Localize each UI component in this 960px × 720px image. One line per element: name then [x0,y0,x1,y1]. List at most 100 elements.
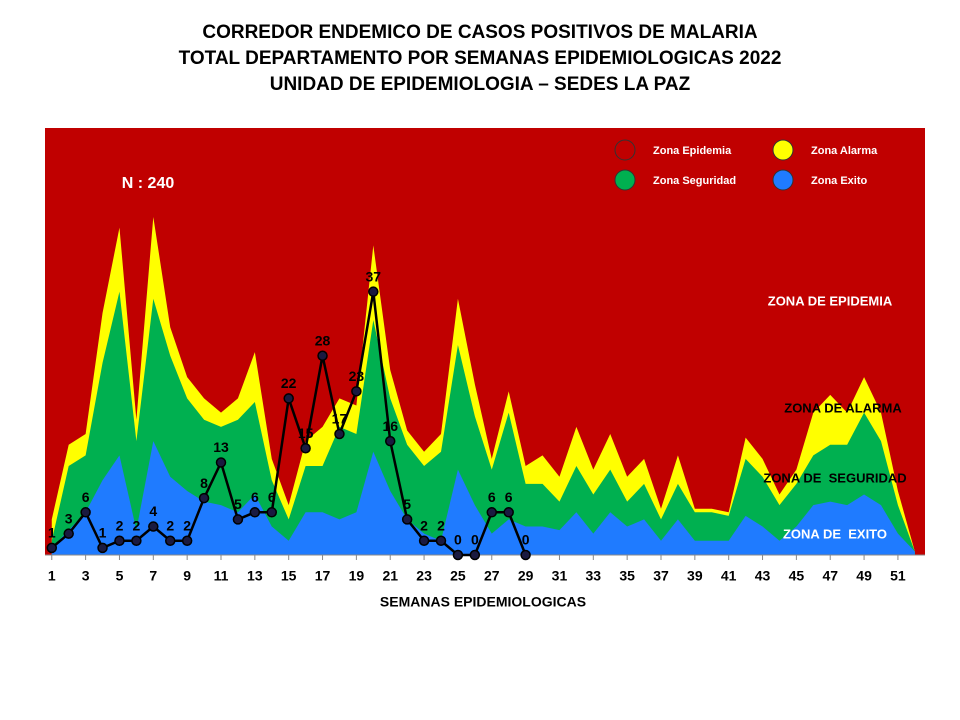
legend-label: Zona Seguridad [653,175,736,187]
case-point [351,386,362,397]
zone-label: ZONA DE ALARMA [784,400,902,415]
case-point [266,507,278,518]
legend-marker [614,139,636,161]
legend-marker [614,169,636,191]
data-label: 0 [454,532,462,548]
data-label: 37 [366,268,382,284]
data-label: 1 [99,525,107,541]
case-point [486,507,498,518]
case-point [469,549,481,561]
data-label: 2 [166,517,174,533]
x-tick-label: 5 [116,568,124,584]
x-tick-label: 13 [247,568,263,584]
chart-title: TOTAL DEPARTAMENTO POR SEMANAS EPIDEMIOL… [179,48,782,69]
zone-label: ZONA DE EPIDEMIA [768,293,893,308]
x-tick-label: 23 [416,568,432,584]
x-tick-label: 1 [48,568,56,584]
data-label: 1 [48,525,56,541]
annotation: N : 240 [122,175,175,192]
legend-label: Zona Epidemia [653,145,732,157]
case-point [97,542,108,554]
x-tick-label: 27 [484,568,500,584]
data-label: 0 [522,532,530,548]
x-tick-label: 3 [82,568,90,584]
case-point [401,514,413,525]
data-label: 4 [149,503,157,519]
data-label: 23 [349,368,365,384]
case-point [148,521,159,532]
case-point [249,507,261,518]
x-tick-label: 17 [315,568,331,584]
data-label: 2 [183,517,191,533]
data-label: 13 [213,439,229,455]
data-label: 3 [65,510,73,526]
case-point [317,350,328,361]
x-tick-label: 49 [856,568,872,584]
x-tick-label: 43 [755,568,771,584]
case-point [418,535,430,547]
case-point [181,535,193,547]
case-point [452,549,464,561]
data-label: 2 [437,517,445,533]
x-tick-label: 37 [653,568,669,584]
data-label: 2 [116,517,124,533]
case-point [63,528,74,539]
x-tick-label: 7 [149,568,157,584]
x-tick-label: 11 [214,568,229,584]
data-label: 6 [488,489,496,505]
x-tick-label: 45 [789,568,805,584]
x-tick-label: 29 [518,568,534,584]
data-label: 6 [268,489,276,505]
zone-area [51,291,915,555]
data-label: 2 [420,517,428,533]
data-label: 6 [251,489,259,505]
data-label: 22 [281,375,297,391]
case-point [503,507,514,518]
case-point [46,542,58,554]
case-point [232,514,244,525]
chart-title: CORREDOR ENDEMICO DE CASOS POSITIVOS DE … [202,22,758,43]
data-label: 6 [505,489,513,505]
x-tick-label: 35 [619,568,635,584]
x-axis-label: SEMANAS EPIDEMIOLOGICAS [380,594,586,610]
x-tick-label: 19 [349,568,365,584]
x-tick-label: 39 [687,568,703,584]
data-label: 17 [332,411,348,427]
data-label: 2 [132,517,140,533]
case-point [164,535,176,547]
x-tick-label: 15 [281,568,297,584]
data-label: 0 [471,532,479,548]
data-label: 5 [403,496,411,512]
chart-title: UNIDAD DE EPIDEMIOLOGIA – SEDES LA PAZ [270,74,691,95]
zone-label: ZONA DE SEGURIDAD [763,470,906,485]
zone-area [51,441,915,555]
legend-label: Zona Alarma [811,145,878,157]
case-point [215,457,227,468]
case-point [300,443,311,454]
x-tick-label: 9 [183,568,191,584]
case-point [114,535,125,547]
case-point [368,286,379,297]
legend-label: Zona Exito [811,175,868,187]
data-label: 6 [82,489,90,505]
x-tick-label: 47 [822,568,838,584]
case-point [198,492,210,504]
data-label: 15 [298,425,314,441]
case-point [435,535,447,547]
data-label: 5 [234,496,242,512]
case-point [80,507,91,518]
data-label: 16 [382,418,398,434]
legend-marker [772,139,794,161]
x-tick-label: 41 [721,568,737,584]
data-label: 8 [200,475,208,491]
x-tick-label: 25 [450,568,466,584]
case-point [384,435,396,447]
case-point [283,393,294,404]
x-tick-label: 33 [586,568,602,584]
x-tick-label: 51 [890,568,906,584]
data-label: 28 [315,332,331,348]
case-point [131,535,142,547]
legend-marker [772,169,794,191]
zone-label: ZONA DE EXITO [783,526,887,541]
